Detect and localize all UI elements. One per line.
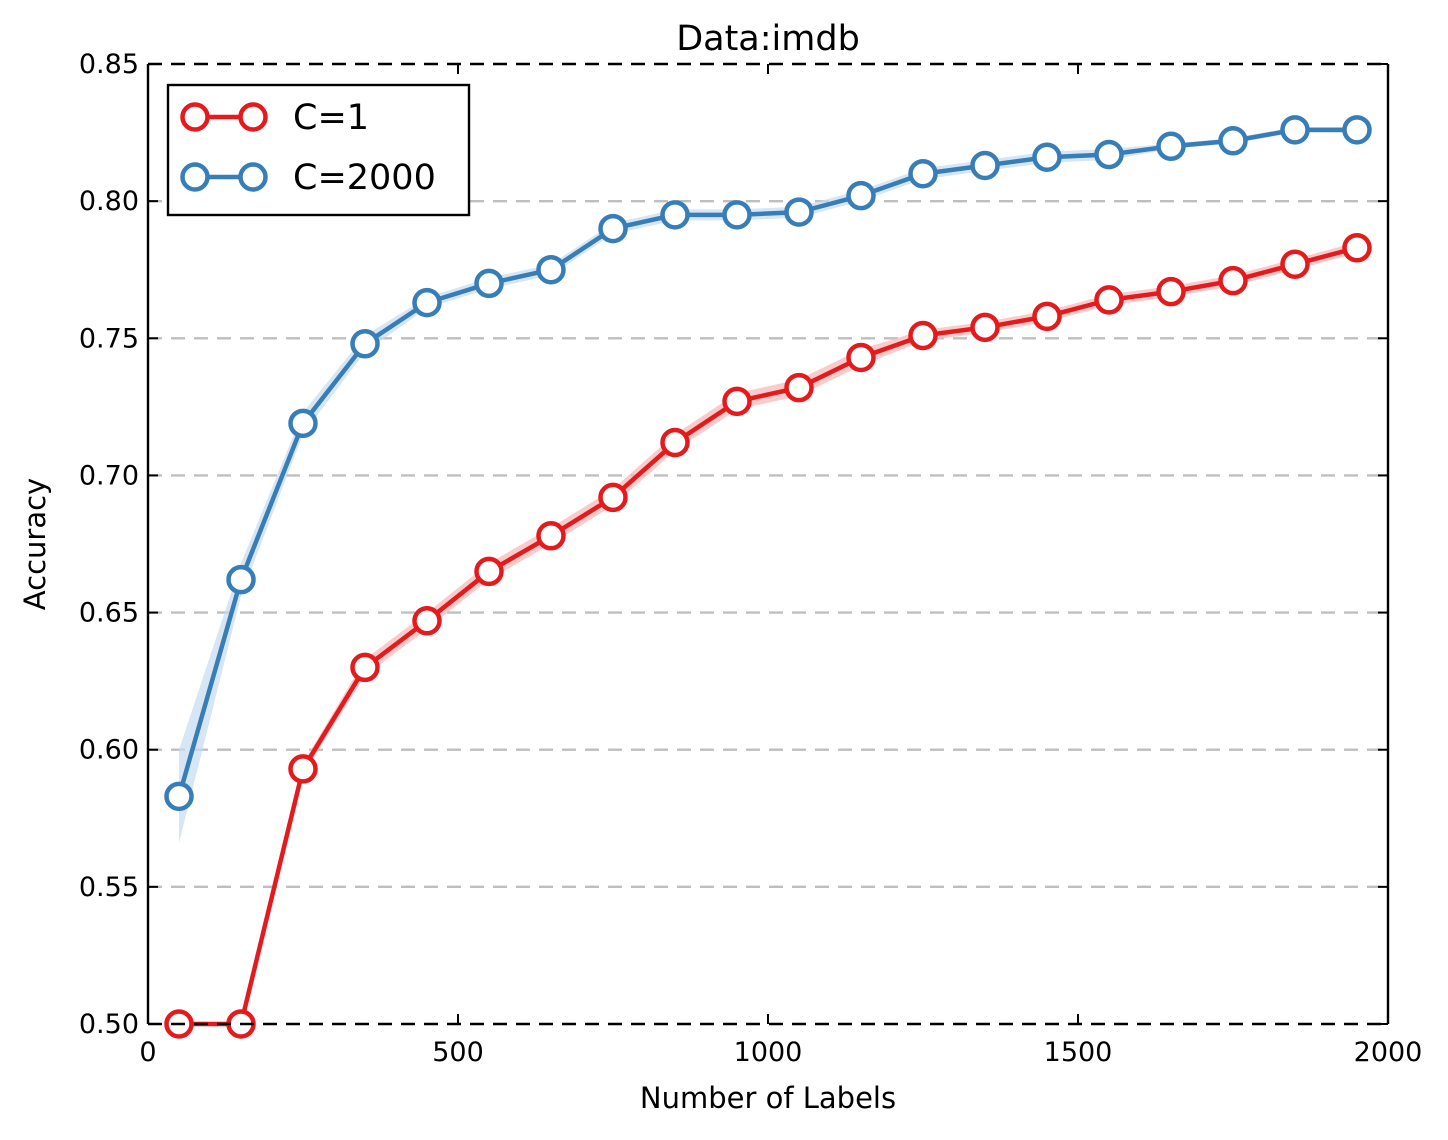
y-tick-label: 0.80 bbox=[79, 186, 139, 217]
data-point bbox=[350, 329, 380, 359]
data-point bbox=[660, 200, 690, 230]
gridlines bbox=[148, 199, 1388, 889]
band-series-1 bbox=[179, 127, 1357, 843]
x-tick-label: 1000 bbox=[734, 1037, 803, 1068]
data-point bbox=[164, 781, 194, 812]
data-point bbox=[350, 652, 380, 683]
legend-marker bbox=[238, 102, 268, 132]
data-point bbox=[1342, 115, 1372, 145]
band-series-0 bbox=[179, 242, 1357, 1025]
data-point bbox=[1218, 265, 1248, 296]
data-point bbox=[970, 312, 1000, 343]
data-point bbox=[722, 386, 752, 417]
x-tick-label: 500 bbox=[432, 1037, 484, 1068]
data-point bbox=[1342, 233, 1372, 263]
data-point bbox=[598, 482, 628, 513]
data-point bbox=[226, 564, 256, 595]
data-point bbox=[1032, 301, 1062, 332]
data-point bbox=[412, 606, 442, 636]
x-tick-label: 2000 bbox=[1354, 1037, 1423, 1068]
data-point bbox=[784, 372, 814, 403]
data-point bbox=[908, 158, 938, 189]
data-point bbox=[1156, 276, 1186, 307]
y-tick-label: 0.65 bbox=[79, 598, 139, 629]
data-point bbox=[908, 320, 938, 351]
x-tick-label: 1500 bbox=[1044, 1037, 1113, 1068]
confidence-bands bbox=[179, 127, 1357, 1025]
y-tick-label: 0.75 bbox=[79, 323, 139, 354]
legend-marker bbox=[238, 162, 268, 192]
legend-label-1: C=2000 bbox=[293, 158, 436, 198]
y-tick-label: 0.55 bbox=[79, 872, 139, 903]
y-tick-label: 0.50 bbox=[79, 1009, 139, 1040]
data-point bbox=[1280, 249, 1310, 279]
data-point bbox=[1156, 131, 1186, 162]
data-point bbox=[1032, 142, 1062, 173]
data-point bbox=[412, 287, 442, 318]
data-point bbox=[536, 254, 566, 285]
data-point bbox=[1094, 139, 1124, 170]
series-0 bbox=[164, 233, 1372, 1039]
y-axis-title: Accuracy bbox=[18, 478, 52, 610]
data-point bbox=[970, 150, 1000, 181]
legend: C=1 C=2000 bbox=[166, 83, 471, 217]
data-point bbox=[1094, 285, 1124, 315]
data-point bbox=[474, 556, 504, 587]
data-point bbox=[846, 180, 876, 211]
data-series bbox=[164, 115, 1372, 1039]
y-tick-label: 0.70 bbox=[79, 460, 139, 491]
x-axis-title: Number of Labels bbox=[640, 1081, 896, 1115]
chart-title: Data:imdb bbox=[676, 19, 860, 59]
y-tick-label: 0.60 bbox=[79, 735, 139, 766]
legend-box bbox=[166, 83, 471, 217]
data-point bbox=[1280, 115, 1310, 145]
series-1 bbox=[164, 115, 1372, 812]
legend-label-0: C=1 bbox=[293, 98, 369, 138]
data-point bbox=[722, 200, 752, 230]
legend-marker bbox=[180, 162, 210, 192]
plot-frame bbox=[146, 62, 1390, 1026]
data-point bbox=[660, 427, 690, 458]
y-tick-label: 0.85 bbox=[79, 49, 139, 80]
data-point bbox=[536, 521, 566, 551]
data-point bbox=[598, 213, 628, 244]
axis-ticks: 0 500 1000 1500 2000 0.50 0.55 0.60 0.65 0.70 0.75… bbox=[79, 49, 1422, 1068]
series-line-1 bbox=[176, 127, 1357, 797]
x-tick-label: 0 bbox=[139, 1037, 156, 1068]
legend-marker bbox=[180, 102, 210, 132]
data-point bbox=[474, 268, 504, 299]
data-point bbox=[846, 342, 876, 373]
data-point bbox=[288, 754, 318, 784]
data-point bbox=[784, 197, 814, 227]
data-point bbox=[288, 408, 318, 439]
data-point bbox=[1218, 126, 1248, 156]
